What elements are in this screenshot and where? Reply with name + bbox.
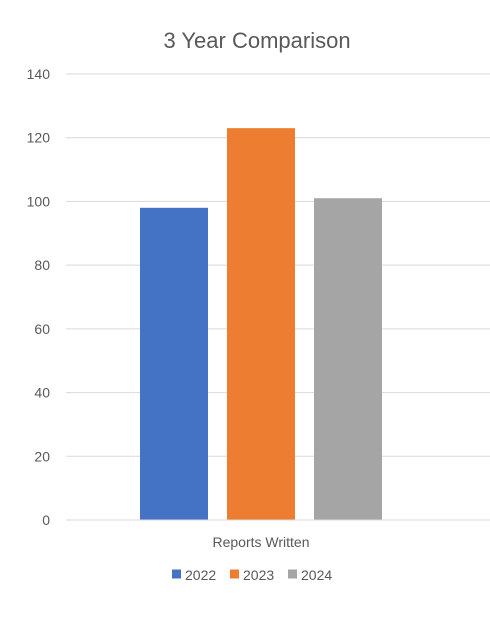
y-tick-label-140: 140 bbox=[27, 66, 51, 82]
y-axis-tick-labels: 0 20 40 60 80 100 120 140 bbox=[27, 66, 51, 528]
x-axis-category-label: Reports Written bbox=[213, 534, 310, 550]
legend-swatch-2023 bbox=[230, 569, 239, 579]
y-tick-label-80: 80 bbox=[34, 257, 50, 273]
legend-label-2022: 2022 bbox=[185, 567, 216, 583]
y-tick-label-60: 60 bbox=[34, 321, 50, 337]
chart-title: 3 Year Comparison bbox=[163, 28, 350, 53]
bar-2023 bbox=[227, 128, 295, 520]
bar-2024 bbox=[314, 198, 382, 520]
bar-2022 bbox=[140, 207, 208, 521]
bars bbox=[140, 128, 382, 521]
legend-label-2023: 2023 bbox=[243, 567, 274, 583]
y-tick-label-20: 20 bbox=[34, 448, 50, 464]
legend-swatch-2024 bbox=[288, 569, 297, 579]
y-tick-label-100: 100 bbox=[27, 193, 51, 209]
y-tick-label-120: 120 bbox=[27, 130, 51, 146]
legend-label-2024: 2024 bbox=[301, 567, 332, 583]
legend: 2022 2023 2024 bbox=[172, 567, 332, 583]
y-tick-label-0: 0 bbox=[42, 512, 50, 528]
legend-swatch-2022 bbox=[172, 569, 181, 579]
y-tick-label-40: 40 bbox=[34, 385, 50, 401]
